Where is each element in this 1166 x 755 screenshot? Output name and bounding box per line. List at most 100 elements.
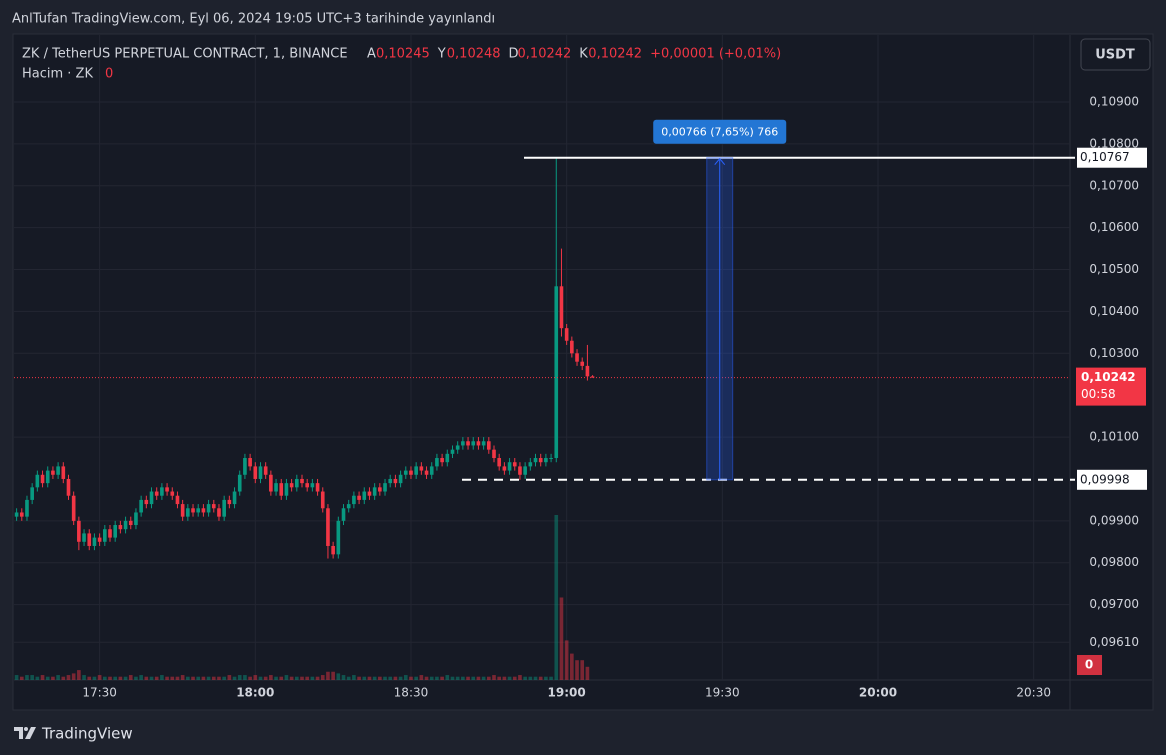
ohlc-value: 0,10242 — [588, 47, 642, 62]
volume-bar — [585, 666, 590, 680]
candle-body — [538, 458, 543, 463]
volume-bar — [56, 675, 60, 680]
candle-body — [201, 508, 206, 513]
volume-bar — [160, 675, 164, 680]
volume-bar — [232, 676, 237, 680]
volume-bar — [455, 676, 460, 680]
volume-bar — [113, 676, 118, 680]
candle-body — [445, 453, 450, 463]
volume-bar — [346, 676, 351, 680]
candle-body — [305, 483, 310, 488]
candle-body — [585, 365, 590, 377]
volume-bar — [486, 676, 491, 680]
volume-bar — [263, 676, 268, 680]
volume-bar — [211, 676, 216, 680]
volume-bar — [435, 676, 439, 680]
candle-body — [341, 508, 346, 521]
candle-body — [378, 487, 382, 492]
logo-icon — [14, 727, 36, 739]
candle-body — [97, 537, 102, 542]
volume-label: Hacim · ZK — [22, 67, 93, 82]
candle-body — [45, 470, 50, 484]
volume-bar — [165, 676, 169, 680]
volume-bar — [378, 676, 382, 680]
volume-tag: 0 — [1085, 658, 1093, 672]
x-tick-label: 20:00 — [859, 686, 897, 700]
symbol-title: ZK / TetherUS PERPETUAL CONTRACT, 1, BIN… — [22, 47, 348, 62]
candle-body — [435, 458, 439, 467]
volume-bar — [512, 676, 517, 680]
volume-bar — [497, 676, 502, 680]
candle-body — [87, 533, 92, 546]
candle-body — [232, 491, 237, 505]
volume-bar — [118, 676, 123, 680]
x-tick-label: 19:30 — [705, 686, 740, 700]
volume-bar — [419, 675, 424, 680]
candle-body — [357, 495, 361, 500]
volume-bar — [320, 675, 325, 680]
logo-dot — [24, 727, 28, 731]
candle-body — [326, 508, 330, 546]
y-tick-label: 0,09900 — [1089, 513, 1139, 527]
volume-bar — [315, 676, 320, 680]
high-price-tag-bg — [1077, 147, 1147, 168]
ohlc-value: 0,10242 — [518, 47, 572, 62]
candle-body — [154, 491, 159, 496]
candle-body — [211, 504, 216, 509]
candle-body — [139, 499, 143, 513]
current-price-tag-bg — [1076, 367, 1146, 406]
candle-body — [66, 478, 71, 496]
y-tick-label: 0,10900 — [1089, 95, 1139, 109]
candle-body — [243, 458, 247, 475]
candle-body — [461, 441, 465, 446]
candle-body — [315, 483, 320, 492]
y-tick-label: 0,10100 — [1089, 430, 1139, 444]
low-price-tag-bg — [1077, 469, 1147, 490]
volume-bar — [481, 676, 486, 680]
candle-body — [424, 470, 429, 475]
candle-body — [25, 499, 29, 517]
volume-bar — [409, 676, 413, 680]
volume-bar — [518, 675, 522, 680]
published-note: AnlTufan TradingView.com, Eyl 06, 2024 1… — [12, 12, 495, 27]
logo — [14, 727, 36, 739]
volume-bar — [310, 676, 315, 680]
currency-label[interactable]: USDT — [1095, 48, 1135, 63]
candle-body — [320, 491, 325, 509]
candle-body — [492, 449, 496, 459]
candle-body — [331, 545, 335, 555]
x-tick-label: 18:00 — [236, 686, 274, 700]
y-tick-label: 0,10700 — [1089, 178, 1139, 192]
candle-body — [414, 466, 418, 475]
candle-body — [486, 441, 491, 450]
x-tick-label: 20:30 — [1016, 686, 1051, 700]
volume-bar — [341, 675, 346, 680]
candle-body — [554, 286, 559, 459]
volume-bar — [570, 653, 574, 680]
candle-body — [590, 376, 595, 378]
volume-bar — [102, 676, 107, 680]
candle-body — [149, 491, 154, 505]
measure-tag-bg — [653, 119, 787, 144]
candle-body — [40, 474, 45, 484]
candle-body — [533, 458, 538, 463]
candle-body — [440, 458, 444, 463]
candle-body — [128, 520, 133, 526]
currency-button[interactable] — [1080, 38, 1151, 71]
volume-bar — [383, 676, 387, 680]
volume-bar — [554, 515, 559, 680]
volume-bar — [19, 676, 24, 680]
candle-body — [175, 495, 180, 505]
volume-bar — [549, 676, 553, 680]
candle-body — [263, 466, 268, 475]
volume-bar — [134, 676, 138, 680]
volume-bar — [357, 676, 361, 680]
volume-bar — [123, 676, 128, 680]
volume-bar — [206, 676, 211, 680]
volume-value: 0 — [105, 67, 113, 82]
volume-bar — [97, 675, 102, 680]
measure-tag: 0,00766 (7,65%) 766 — [653, 119, 787, 144]
candle-body — [466, 441, 470, 446]
